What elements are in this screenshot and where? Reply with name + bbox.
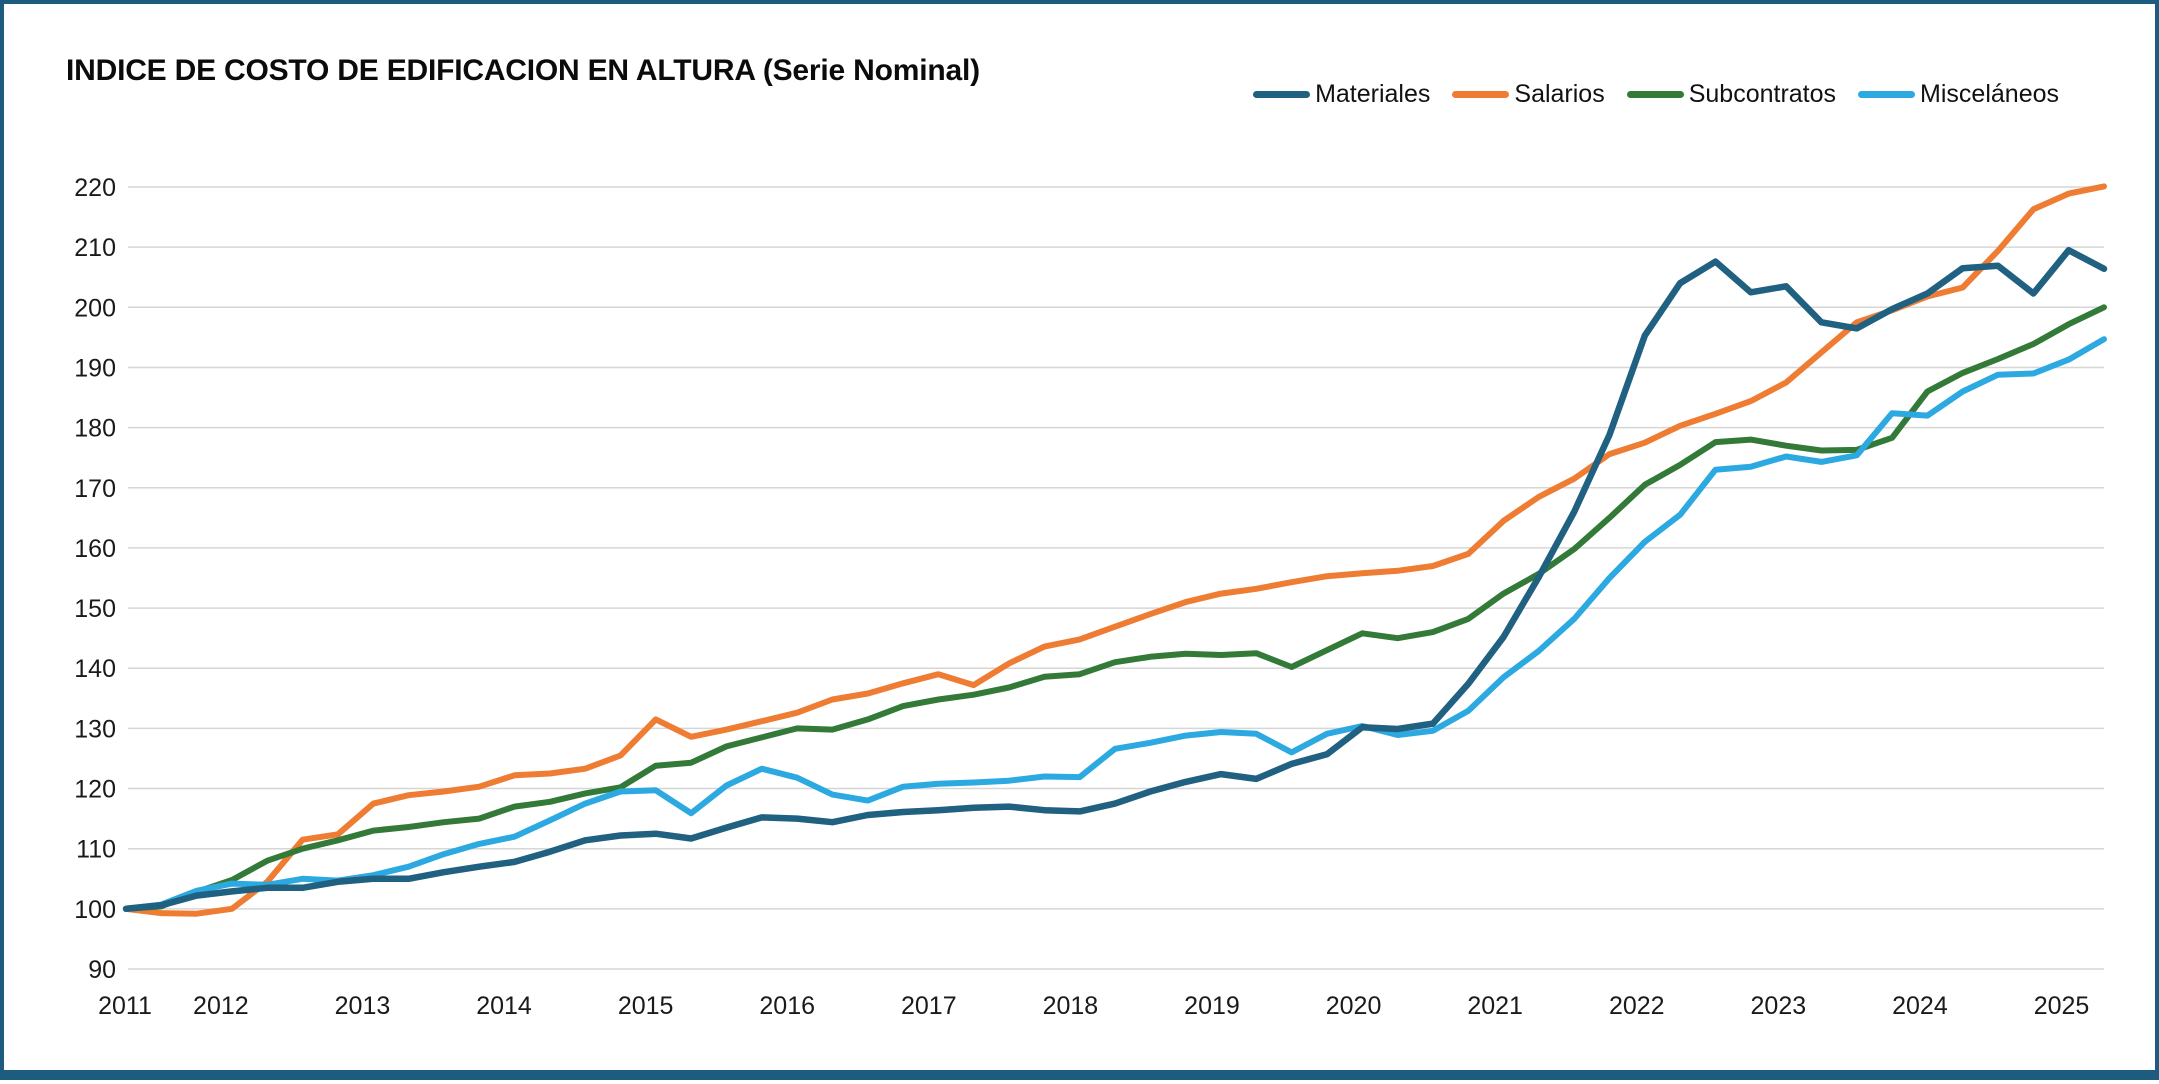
- x-axis-tick-label: 2020: [1326, 992, 1382, 1020]
- series-line-materiales: [122, 246, 2108, 913]
- legend-swatch-icon: [1253, 91, 1311, 98]
- x-axis-tick-label: 2024: [1892, 992, 1948, 1020]
- legend-label: Materiales: [1315, 80, 1431, 108]
- series-line-subcontratos: [123, 304, 2107, 912]
- y-axis-tick-label: 110: [76, 836, 116, 864]
- legend-item-subcontratos[interactable]: Subcontratos: [1626, 80, 1837, 109]
- y-axis-tick-label: 190: [74, 354, 116, 382]
- legend-swatch-icon: [1626, 91, 1684, 98]
- x-axis-tick-label: 2017: [901, 992, 957, 1020]
- y-axis-tick-label: 200: [74, 294, 116, 322]
- x-axis-tick-label: 2018: [1043, 992, 1099, 1020]
- y-axis-tick-label: 90: [88, 956, 116, 984]
- y-axis-tick-label: 100: [74, 896, 116, 924]
- legend-swatch-icon: [1452, 91, 1510, 98]
- y-axis-tick-label: 170: [74, 475, 116, 503]
- x-axis-tick-label: 2012: [193, 992, 249, 1020]
- x-axis-tick-label: 2019: [1184, 992, 1240, 1020]
- y-axis-tick-label: 220: [74, 174, 116, 202]
- chart-title: INDICE DE COSTO DE EDIFICACION EN ALTURA…: [66, 54, 980, 87]
- y-axis-tick-label: 160: [74, 535, 116, 563]
- x-axis-tick-label: 2011: [98, 992, 152, 1020]
- legend-item-materiales[interactable]: Materiales: [1253, 80, 1430, 109]
- y-axis-tick-label: 210: [74, 234, 116, 262]
- series-line-miscelaneos: [123, 336, 2107, 912]
- x-axis-tick-label: 2015: [618, 992, 674, 1020]
- legend-label: Salarios: [1514, 80, 1605, 108]
- y-axis-tick-label: 130: [74, 715, 116, 743]
- line-chart: 220 210 200 190 180 170 160 150 140 130 120 110 100 9…: [74, 174, 2108, 1020]
- x-axis-tick-label: 2013: [335, 992, 391, 1020]
- legend: Materiales Salarios Subcontratos Misceláneo…: [1253, 80, 2059, 109]
- legend-swatch-icon: [1858, 91, 1916, 98]
- legend-item-miscelaneos[interactable]: Misceláneos: [1858, 80, 2059, 109]
- x-axis-tick-label: 2021: [1467, 992, 1523, 1020]
- legend-item-salarios[interactable]: Salarios: [1452, 80, 1605, 109]
- legend-label: Subcontratos: [1688, 80, 1837, 108]
- y-axis-tick-label: 140: [74, 655, 116, 683]
- x-axis-tick-label: 2023: [1751, 992, 1807, 1020]
- x-axis-tick-label: 2025: [2034, 992, 2090, 1020]
- x-axis-tick-label: 2014: [476, 992, 532, 1020]
- x-axis-tick-label: 2022: [1609, 992, 1665, 1020]
- y-axis-tick-label: 120: [74, 776, 116, 804]
- y-axis-tick-label: 180: [74, 415, 116, 443]
- y-axis-tick-label: 150: [74, 595, 116, 623]
- legend-label: Misceláneos: [1920, 80, 2059, 108]
- series-line-salarios: [123, 183, 2107, 917]
- x-axis-tick-label: 2016: [759, 992, 815, 1020]
